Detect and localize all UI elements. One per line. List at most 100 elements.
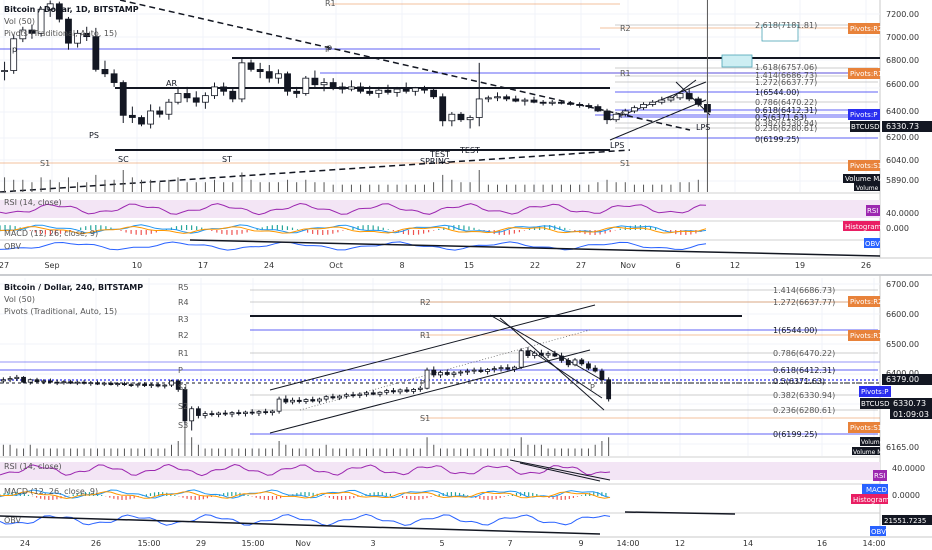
- rsi-badge: [873, 470, 887, 481]
- candle-body: [169, 380, 174, 386]
- price-badge-sym-text: BTCUSD: [851, 123, 880, 131]
- date-tick-label: 10: [132, 261, 142, 270]
- candle-body: [391, 390, 396, 393]
- fib-label: 0(6199.25): [773, 430, 817, 439]
- legend-symbol: Bitcoin / Dollar, 1D, BITSTAMP: [4, 5, 139, 14]
- fib-label: 0(6199.25): [755, 135, 799, 144]
- candle-body: [265, 71, 273, 79]
- candle-body: [676, 93, 684, 99]
- price-tick-label: 6040.00: [886, 156, 919, 165]
- rsi-label: RSI (14, close): [4, 462, 62, 471]
- fib-label: 0.236(6280.61): [755, 124, 817, 133]
- pivot-letter: P: [325, 45, 330, 54]
- candle-body: [505, 367, 511, 370]
- candle-body: [122, 383, 127, 386]
- candle-body: [216, 412, 221, 415]
- volume-ma-badge-text: Volume MA: [845, 175, 884, 183]
- date-tick-label: 12: [675, 539, 685, 548]
- candle-body: [572, 359, 578, 366]
- macd-badge: [843, 221, 880, 231]
- bottom-obv-pane: OBV: [0, 511, 880, 535]
- candle-body: [211, 86, 218, 97]
- date-tick-label: 15:00: [137, 539, 160, 548]
- candle-body: [350, 394, 356, 397]
- candle-body: [649, 101, 657, 105]
- price-tick-label: 6200.00: [886, 133, 919, 142]
- macd-label: MACD (12, 26, close, 9): [4, 229, 98, 238]
- target-box: [721, 54, 753, 68]
- candle-body: [539, 101, 547, 104]
- volume-badge: [860, 437, 880, 446]
- date-tick-label: Nov: [295, 539, 311, 548]
- top-date-axis: 27 Sep 10 17 24 Oct 8 15 22 27 Nov 6 12 19 26: [0, 257, 932, 270]
- candle-body: [310, 399, 316, 402]
- candle-body: [83, 32, 91, 38]
- pivot-badge-text: Pivots:R2: [850, 25, 883, 33]
- candle-body: [296, 399, 302, 402]
- pivot-letter: S2: [178, 402, 188, 411]
- candle-body: [269, 410, 275, 414]
- candle-body: [165, 101, 173, 115]
- macd-badge: [862, 484, 888, 494]
- candle-body: [592, 367, 598, 372]
- top-rsi-pane: RSI (14, close): [0, 192, 880, 218]
- fib-label: 1(6544.00): [755, 88, 799, 97]
- pivot-letter: R2: [420, 298, 431, 307]
- candle-body: [303, 399, 309, 402]
- pivot-letter: S1: [178, 383, 188, 392]
- candle-body: [88, 382, 94, 385]
- bottom-pivot-letters: R5 R4 R2 R3 R1 P S1 S2 S3 R2 R1 P S1 P: [178, 283, 595, 430]
- candle-body: [276, 398, 282, 412]
- candle-body: [284, 73, 291, 92]
- candle-body: [46, 3, 54, 10]
- pivot-badge-text: Pivots:R1: [850, 70, 883, 78]
- obv-line: [0, 513, 611, 527]
- date-tick-label: 16: [817, 539, 827, 548]
- candle-body: [229, 412, 235, 415]
- candle-body: [348, 86, 355, 90]
- pivot-letter: R1: [620, 69, 631, 78]
- candle-body: [14, 376, 20, 379]
- wyckoff-test: TEST: [459, 146, 480, 155]
- candle-body: [417, 387, 423, 390]
- daily-chart-panel: 2.618(7181.81) 1.618(6757.06) 1.414(6686…: [0, 0, 932, 270]
- candle-body: [302, 77, 310, 94]
- candle-body: [512, 366, 517, 370]
- candle-body: [484, 97, 492, 100]
- candle-body: [202, 413, 208, 416]
- candle-body: [138, 117, 145, 125]
- candle-body: [438, 372, 443, 376]
- legend-volume: Vol (50): [4, 17, 35, 26]
- price-tick-label: 6800.00: [886, 56, 919, 65]
- date-tick-label: 17: [198, 261, 208, 270]
- candle-body: [338, 86, 346, 90]
- candle-body: [256, 411, 262, 414]
- date-tick-label: 3: [370, 539, 375, 548]
- candle-body: [471, 369, 477, 372]
- pivot-letter: S1: [40, 159, 50, 168]
- candle-body: [275, 73, 282, 79]
- candle-body: [640, 104, 647, 109]
- channel-mid-dotted: [299, 329, 591, 411]
- price-tick-label: 5890.00: [886, 176, 919, 185]
- pivot-badge-p: [848, 109, 880, 120]
- channel-lower: [609, 99, 707, 141]
- candle-body: [343, 394, 349, 397]
- candle-body: [518, 350, 524, 368]
- candle-body: [222, 412, 228, 415]
- candle-body: [530, 99, 538, 103]
- date-tick-label: Sep: [44, 261, 59, 270]
- rsi-line: [0, 463, 611, 477]
- candle-body: [329, 82, 337, 88]
- top-volume-bars: [4, 0, 708, 192]
- macd-signal-line: [0, 225, 707, 234]
- price-tick-label: 6400.00: [886, 369, 919, 378]
- obv-value-badge-text: 21551.7235: [884, 517, 926, 525]
- candle-body: [54, 381, 60, 384]
- candle-body: [525, 350, 531, 356]
- candle-body: [92, 36, 100, 70]
- candle-body: [238, 62, 246, 100]
- candle-body: [366, 90, 374, 94]
- pivot-letter: P: [590, 383, 595, 392]
- pivot-badge-text: Pivots:P: [861, 388, 888, 396]
